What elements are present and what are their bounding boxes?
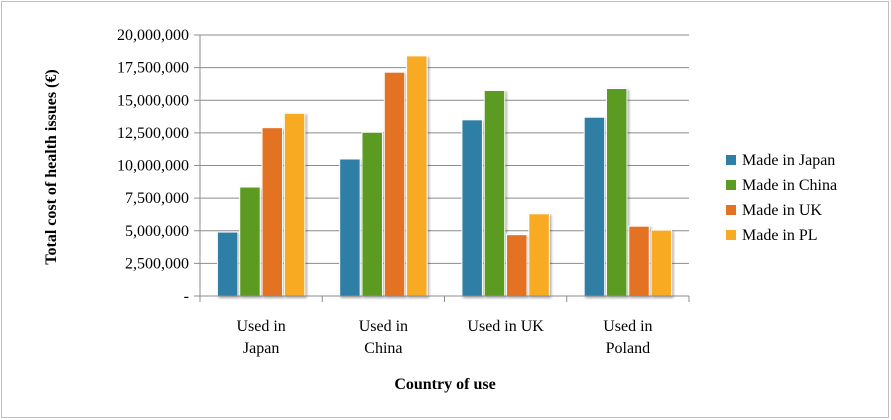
bar — [605, 88, 628, 297]
bar — [506, 234, 528, 297]
y-tick-label: 7,500,000 — [125, 190, 189, 207]
x-tick-label: Poland — [606, 340, 650, 357]
x-tick-label: Used in — [236, 318, 285, 335]
bar — [361, 131, 383, 297]
bars — [216, 55, 673, 297]
y-tick-label: 17,500,000 — [117, 60, 189, 77]
bar — [483, 89, 506, 297]
y-tick-label: 12,500,000 — [117, 125, 189, 142]
x-tick-label: Japan — [243, 340, 279, 357]
bar — [261, 127, 284, 297]
bar — [528, 213, 550, 297]
bar — [650, 229, 673, 297]
x-tick-label: Used in — [359, 318, 408, 335]
x-tick-label: Used in UK — [467, 318, 544, 335]
tick-labels: - 2,500,000 5,000,000 7,500,000 10,000,000 12… — [117, 27, 653, 357]
y-tick-label: 15,000,000 — [117, 92, 189, 109]
x-tick-label: Used in — [603, 318, 652, 335]
bar — [461, 119, 483, 297]
bar — [406, 55, 428, 297]
legend-label: Made in Japan — [742, 152, 835, 169]
legend-label: Made in China — [742, 177, 837, 194]
bar — [339, 158, 361, 297]
y-tick-label: - — [184, 288, 189, 305]
x-axis-title: Country of use — [394, 376, 495, 393]
bar — [628, 225, 650, 297]
legend-swatch — [726, 155, 736, 165]
y-tick-label: 10,000,000 — [117, 158, 189, 175]
y-axis-title: Total cost of health issues (€) — [43, 69, 60, 264]
legend-swatch — [726, 180, 736, 190]
bar — [216, 231, 239, 297]
y-tick-label: 2,500,000 — [125, 255, 189, 272]
x-tick-label: China — [364, 340, 402, 357]
legend-label: Made in PL — [742, 227, 818, 244]
bar — [583, 116, 606, 297]
legend-swatch — [726, 205, 736, 215]
legend-swatch — [726, 230, 736, 240]
legend-label: Made in UK — [742, 202, 822, 219]
bar — [383, 71, 406, 297]
bar — [239, 186, 261, 297]
y-tick-label: 5,000,000 — [125, 223, 189, 240]
legend: Made in Japan Made in China Made in UK Made… — [726, 152, 837, 244]
bar — [283, 112, 306, 297]
axes — [194, 34, 690, 302]
y-tick-label: 20,000,000 — [117, 27, 189, 44]
